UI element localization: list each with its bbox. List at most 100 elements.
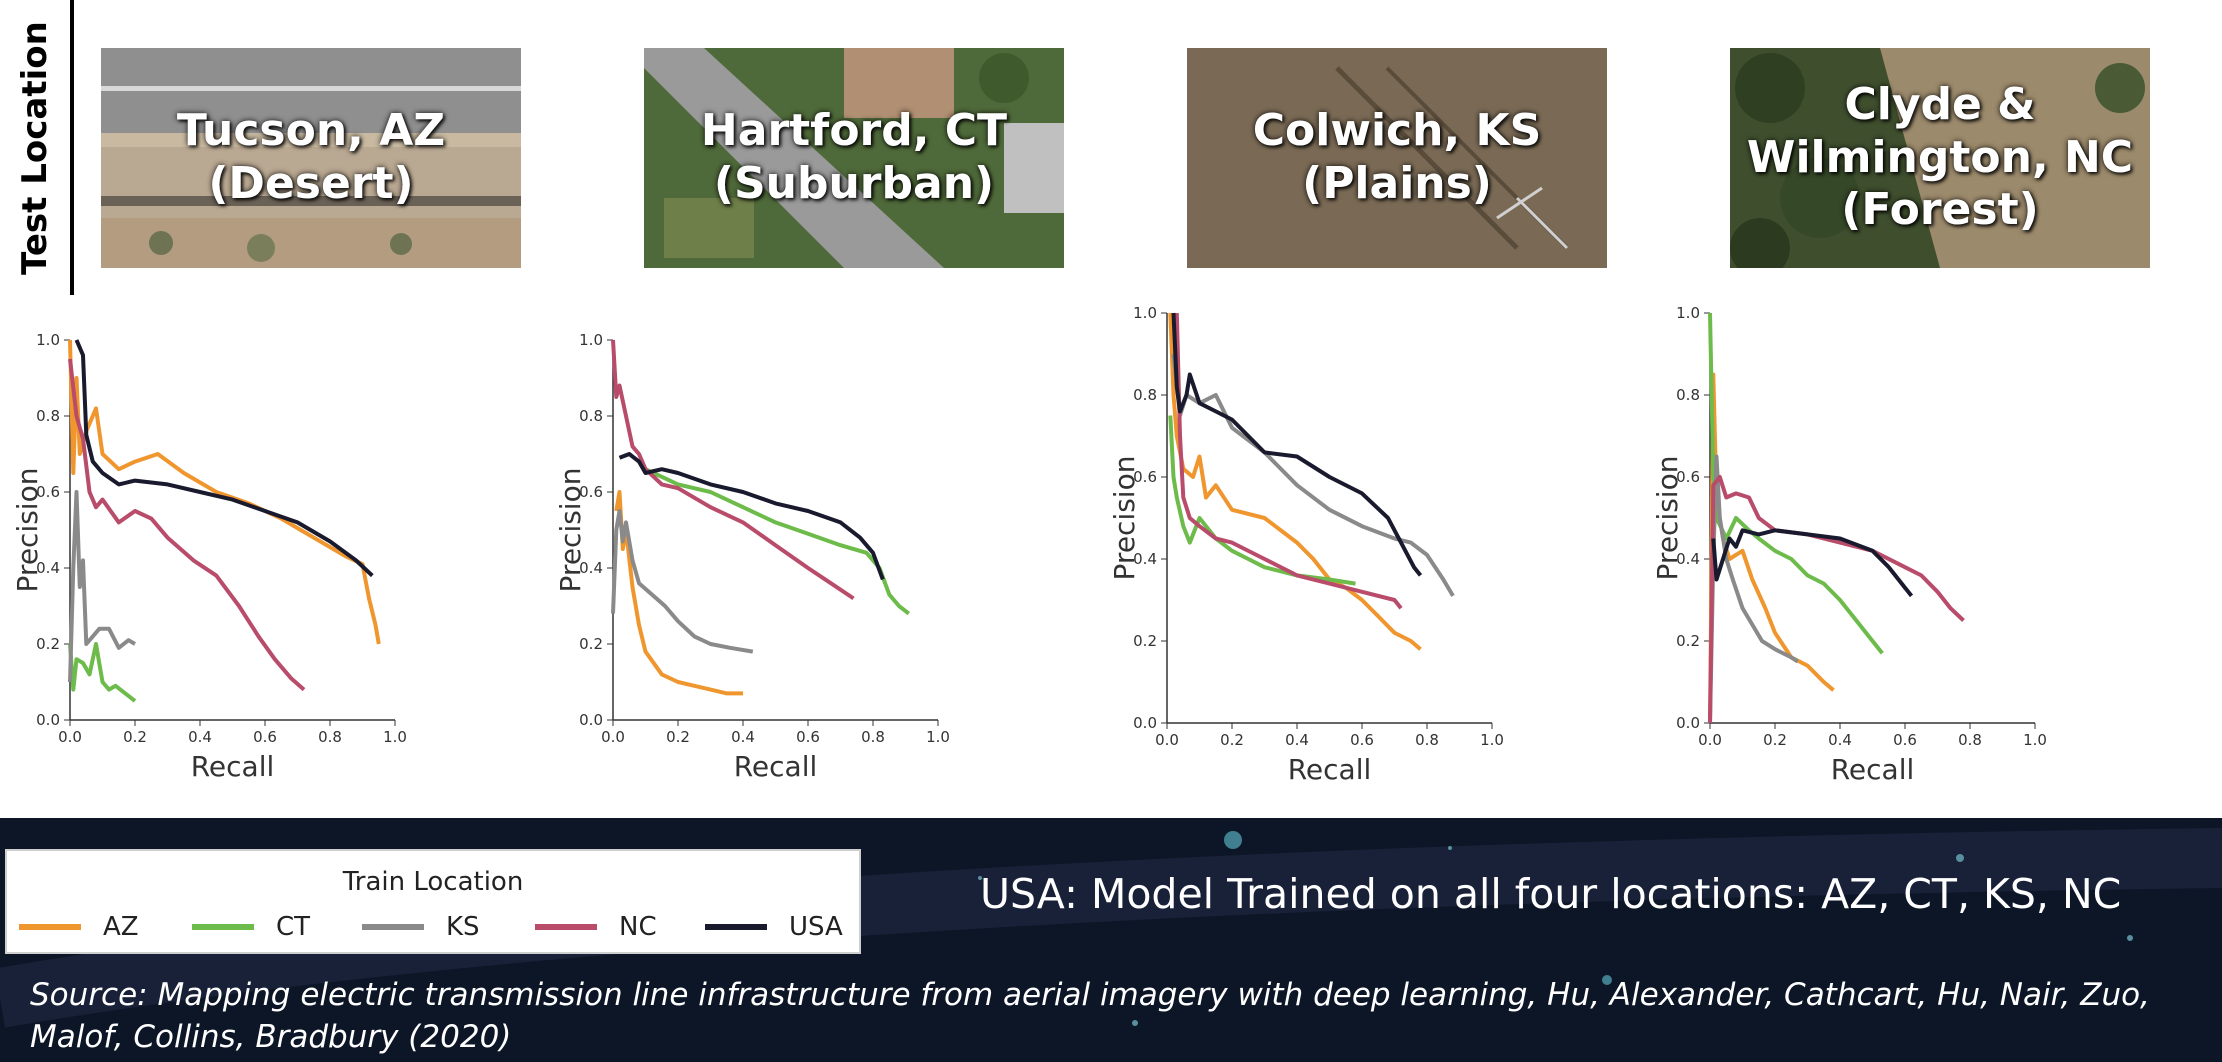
y-tick-label: 1.0	[579, 331, 603, 349]
legend-swatch	[19, 924, 81, 930]
y-tick-label: 0.2	[1676, 632, 1700, 650]
starfield-background	[0, 828, 2222, 1028]
legend-swatch	[362, 924, 424, 930]
plains-aerial-image	[1187, 48, 1607, 268]
y-tick-label: 0.6	[1676, 468, 1700, 486]
x-tick-label: 0.8	[318, 728, 342, 746]
y-tick-label: 0.8	[1676, 386, 1700, 404]
x-tick-label: 0.2	[1763, 731, 1787, 749]
tile-caption: Clyde & Wilmington, NC (Forest)	[1730, 48, 2150, 268]
series-line-usa	[1171, 312, 1423, 577]
tile-caption: Colwich, KS (Plains)	[1187, 48, 1607, 268]
pr-chart-clyde-wilmington: 0.0 0.2 0.4 0.6 0.8 1.0 0.0 0.2 0.4 0.6 0.8 1.0 Reca…	[1655, 304, 2047, 786]
pr-chart-colwich: 0.0 0.2 0.4 0.6 0.8 1.0 0.0 0.2 0.4 0.6 0.8 1.0 Reca…	[1112, 304, 1504, 786]
series-line-usa	[618, 452, 885, 581]
y-tick-label: 0.2	[36, 635, 60, 653]
tile-caption-text: Clyde & Wilmington, NC (Forest)	[1746, 78, 2134, 236]
x-tick-label: 0.0	[1698, 731, 1722, 749]
y-tick-label: 0.6	[36, 483, 60, 501]
x-tick-label: 0.8	[1415, 731, 1439, 749]
y-tick-label: 0.8	[579, 407, 603, 425]
x-tick-label: 0.2	[1220, 731, 1244, 749]
y-tick-label: 0.4	[579, 559, 603, 577]
y-tick-label: 0.0	[1676, 714, 1700, 732]
series-line-ks	[611, 509, 754, 654]
legend-item-ct: CT	[192, 909, 310, 945]
desert-aerial-image	[101, 48, 521, 268]
y-tick-label: 0.2	[579, 635, 603, 653]
legend-swatch	[705, 924, 767, 930]
legend-label: KS	[446, 912, 480, 942]
series-line-ct	[68, 642, 137, 703]
series-line-nc	[68, 358, 306, 692]
y-tick-label: 0.4	[1133, 550, 1157, 568]
pr-chart-tucson: 0.0 0.2 0.4 0.6 0.8 1.0 0.0 0.2 0.4 0.6 0.8 1.0 Reca…	[15, 331, 407, 783]
usa-model-note: USA: Model Trained on all four locations…	[980, 870, 2122, 918]
legend-label: NC	[619, 912, 657, 942]
x-tick-label: 0.6	[796, 728, 820, 746]
x-tick-label: 0.2	[123, 728, 147, 746]
x-axis-label: Recall	[1831, 753, 1915, 786]
series-line-ct	[644, 467, 911, 616]
x-tick-label: 0.8	[861, 728, 885, 746]
figure-area: Test Location Tucson, AZ (Desert) Hartfo…	[15, 0, 2150, 786]
series-line-ct	[1708, 312, 1884, 655]
legend-swatch	[535, 924, 597, 930]
legend-item-nc: NC	[535, 909, 657, 945]
series-line-usa	[1711, 528, 1914, 598]
legend: Train Location AZ CT KS NC USA	[5, 849, 861, 954]
series-line-nc	[1708, 475, 1965, 724]
legend-item-ks: KS	[362, 909, 480, 945]
x-tick-label: 0.4	[1285, 731, 1309, 749]
source-citation: Source: Mapping electric transmission li…	[30, 977, 2150, 1055]
test-location-label: Test Location	[15, 20, 55, 275]
tile-clyde-wilmington: Clyde & Wilmington, NC (Forest)	[1730, 48, 2150, 268]
legend-item-usa: USA	[705, 909, 843, 945]
x-tick-label: 0.6	[1893, 731, 1917, 749]
tile-caption: Hartford, CT (Suburban)	[644, 48, 1064, 268]
x-tick-label: 0.4	[188, 728, 212, 746]
chart-axes: 0.0 0.2 0.4 0.6 0.8 1.0 0.0 0.2 0.4 0.6 0.8 1.0 Reca…	[1112, 304, 1504, 786]
series-line-ks	[68, 490, 137, 683]
y-tick-label: 0.0	[1133, 714, 1157, 732]
forest-aerial-image	[1730, 48, 2150, 268]
pr-chart-hartford: 0.0 0.2 0.4 0.6 0.8 1.0 0.0 0.2 0.4 0.6 0.8 1.0 Reca…	[558, 331, 950, 783]
tile-caption: Tucson, AZ (Desert)	[101, 48, 521, 268]
x-tick-label: 0.8	[1958, 731, 1982, 749]
y-tick-label: 1.0	[1676, 304, 1700, 322]
x-tick-label: 1.0	[383, 728, 407, 746]
x-tick-label: 0.0	[601, 728, 625, 746]
series-line-nc	[1174, 312, 1403, 610]
series-line-az	[614, 490, 743, 696]
y-axis-label: Precision	[1112, 456, 1141, 581]
y-tick-label: 1.0	[36, 331, 60, 349]
x-tick-label: 0.0	[58, 728, 82, 746]
y-axis-label: Precision	[1655, 456, 1684, 581]
x-axis-label: Recall	[1288, 753, 1372, 786]
x-axis-label: Recall	[191, 750, 275, 783]
legend-label: AZ	[103, 912, 139, 942]
y-tick-label: 0.0	[579, 711, 603, 729]
y-tick-label: 0.8	[36, 407, 60, 425]
series-line-nc	[611, 339, 855, 601]
legend-label: USA	[789, 912, 843, 942]
tile-caption-text: Hartford, CT (Suburban)	[700, 105, 1008, 209]
tile-hartford: Hartford, CT (Suburban)	[644, 48, 1064, 268]
tile-tucson: Tucson, AZ (Desert)	[101, 48, 521, 268]
chart-axes: 0.0 0.2 0.4 0.6 0.8 1.0 0.0 0.2 0.4 0.6 0.8 1.0 Reca…	[15, 331, 407, 783]
y-tick-label: 0.8	[1133, 386, 1157, 404]
x-tick-label: 1.0	[926, 728, 950, 746]
legend-item-az: AZ	[19, 909, 139, 945]
legend-title: Train Location	[342, 867, 524, 897]
y-axis-label: Precision	[15, 468, 44, 593]
series-line-usa	[74, 339, 374, 578]
x-tick-label: 1.0	[1480, 731, 1504, 749]
y-tick-label: 0.6	[1133, 468, 1157, 486]
x-tick-label: 0.6	[1350, 731, 1374, 749]
suburban-aerial-image	[644, 48, 1064, 268]
x-tick-label: 0.4	[1828, 731, 1852, 749]
legend-label: CT	[276, 912, 311, 942]
y-tick-label: 0.4	[36, 559, 60, 577]
x-tick-label: 0.4	[731, 728, 755, 746]
y-tick-label: 0.4	[1676, 550, 1700, 568]
